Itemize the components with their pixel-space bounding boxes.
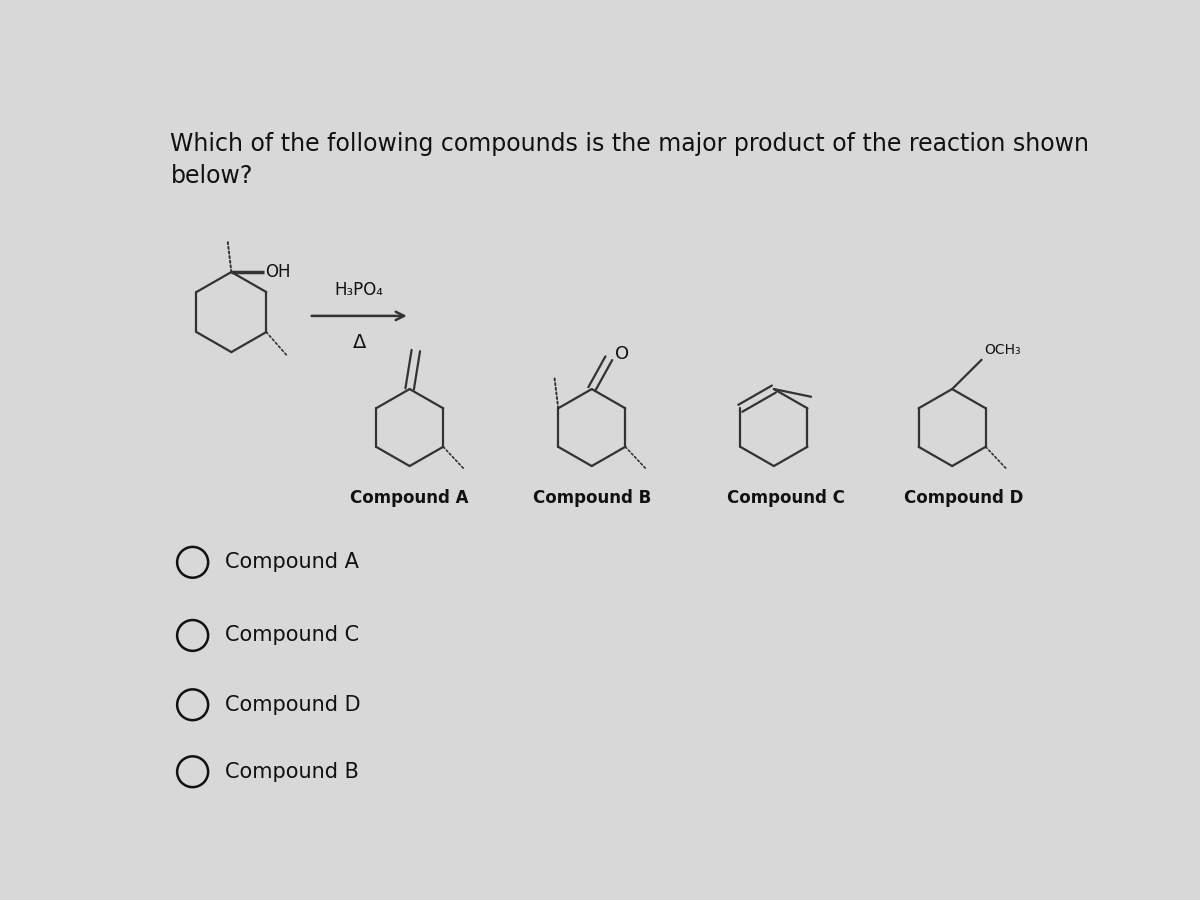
Text: OCH₃: OCH₃ xyxy=(985,343,1021,356)
Text: Compound A: Compound A xyxy=(226,553,359,572)
Text: Compound C: Compound C xyxy=(726,490,845,508)
Text: Compound C: Compound C xyxy=(226,626,359,645)
Text: H₃PO₄: H₃PO₄ xyxy=(335,281,384,299)
Text: Compound D: Compound D xyxy=(226,695,361,715)
Text: Compound B: Compound B xyxy=(226,761,359,782)
Text: Which of the following compounds is the major product of the reaction shown
belo: Which of the following compounds is the … xyxy=(170,132,1090,188)
Text: Δ: Δ xyxy=(353,333,366,352)
Text: O: O xyxy=(616,346,629,364)
Text: Compound B: Compound B xyxy=(533,490,650,508)
Text: Compound A: Compound A xyxy=(350,490,469,508)
Text: Compound D: Compound D xyxy=(904,490,1024,508)
Text: OH: OH xyxy=(265,263,290,281)
